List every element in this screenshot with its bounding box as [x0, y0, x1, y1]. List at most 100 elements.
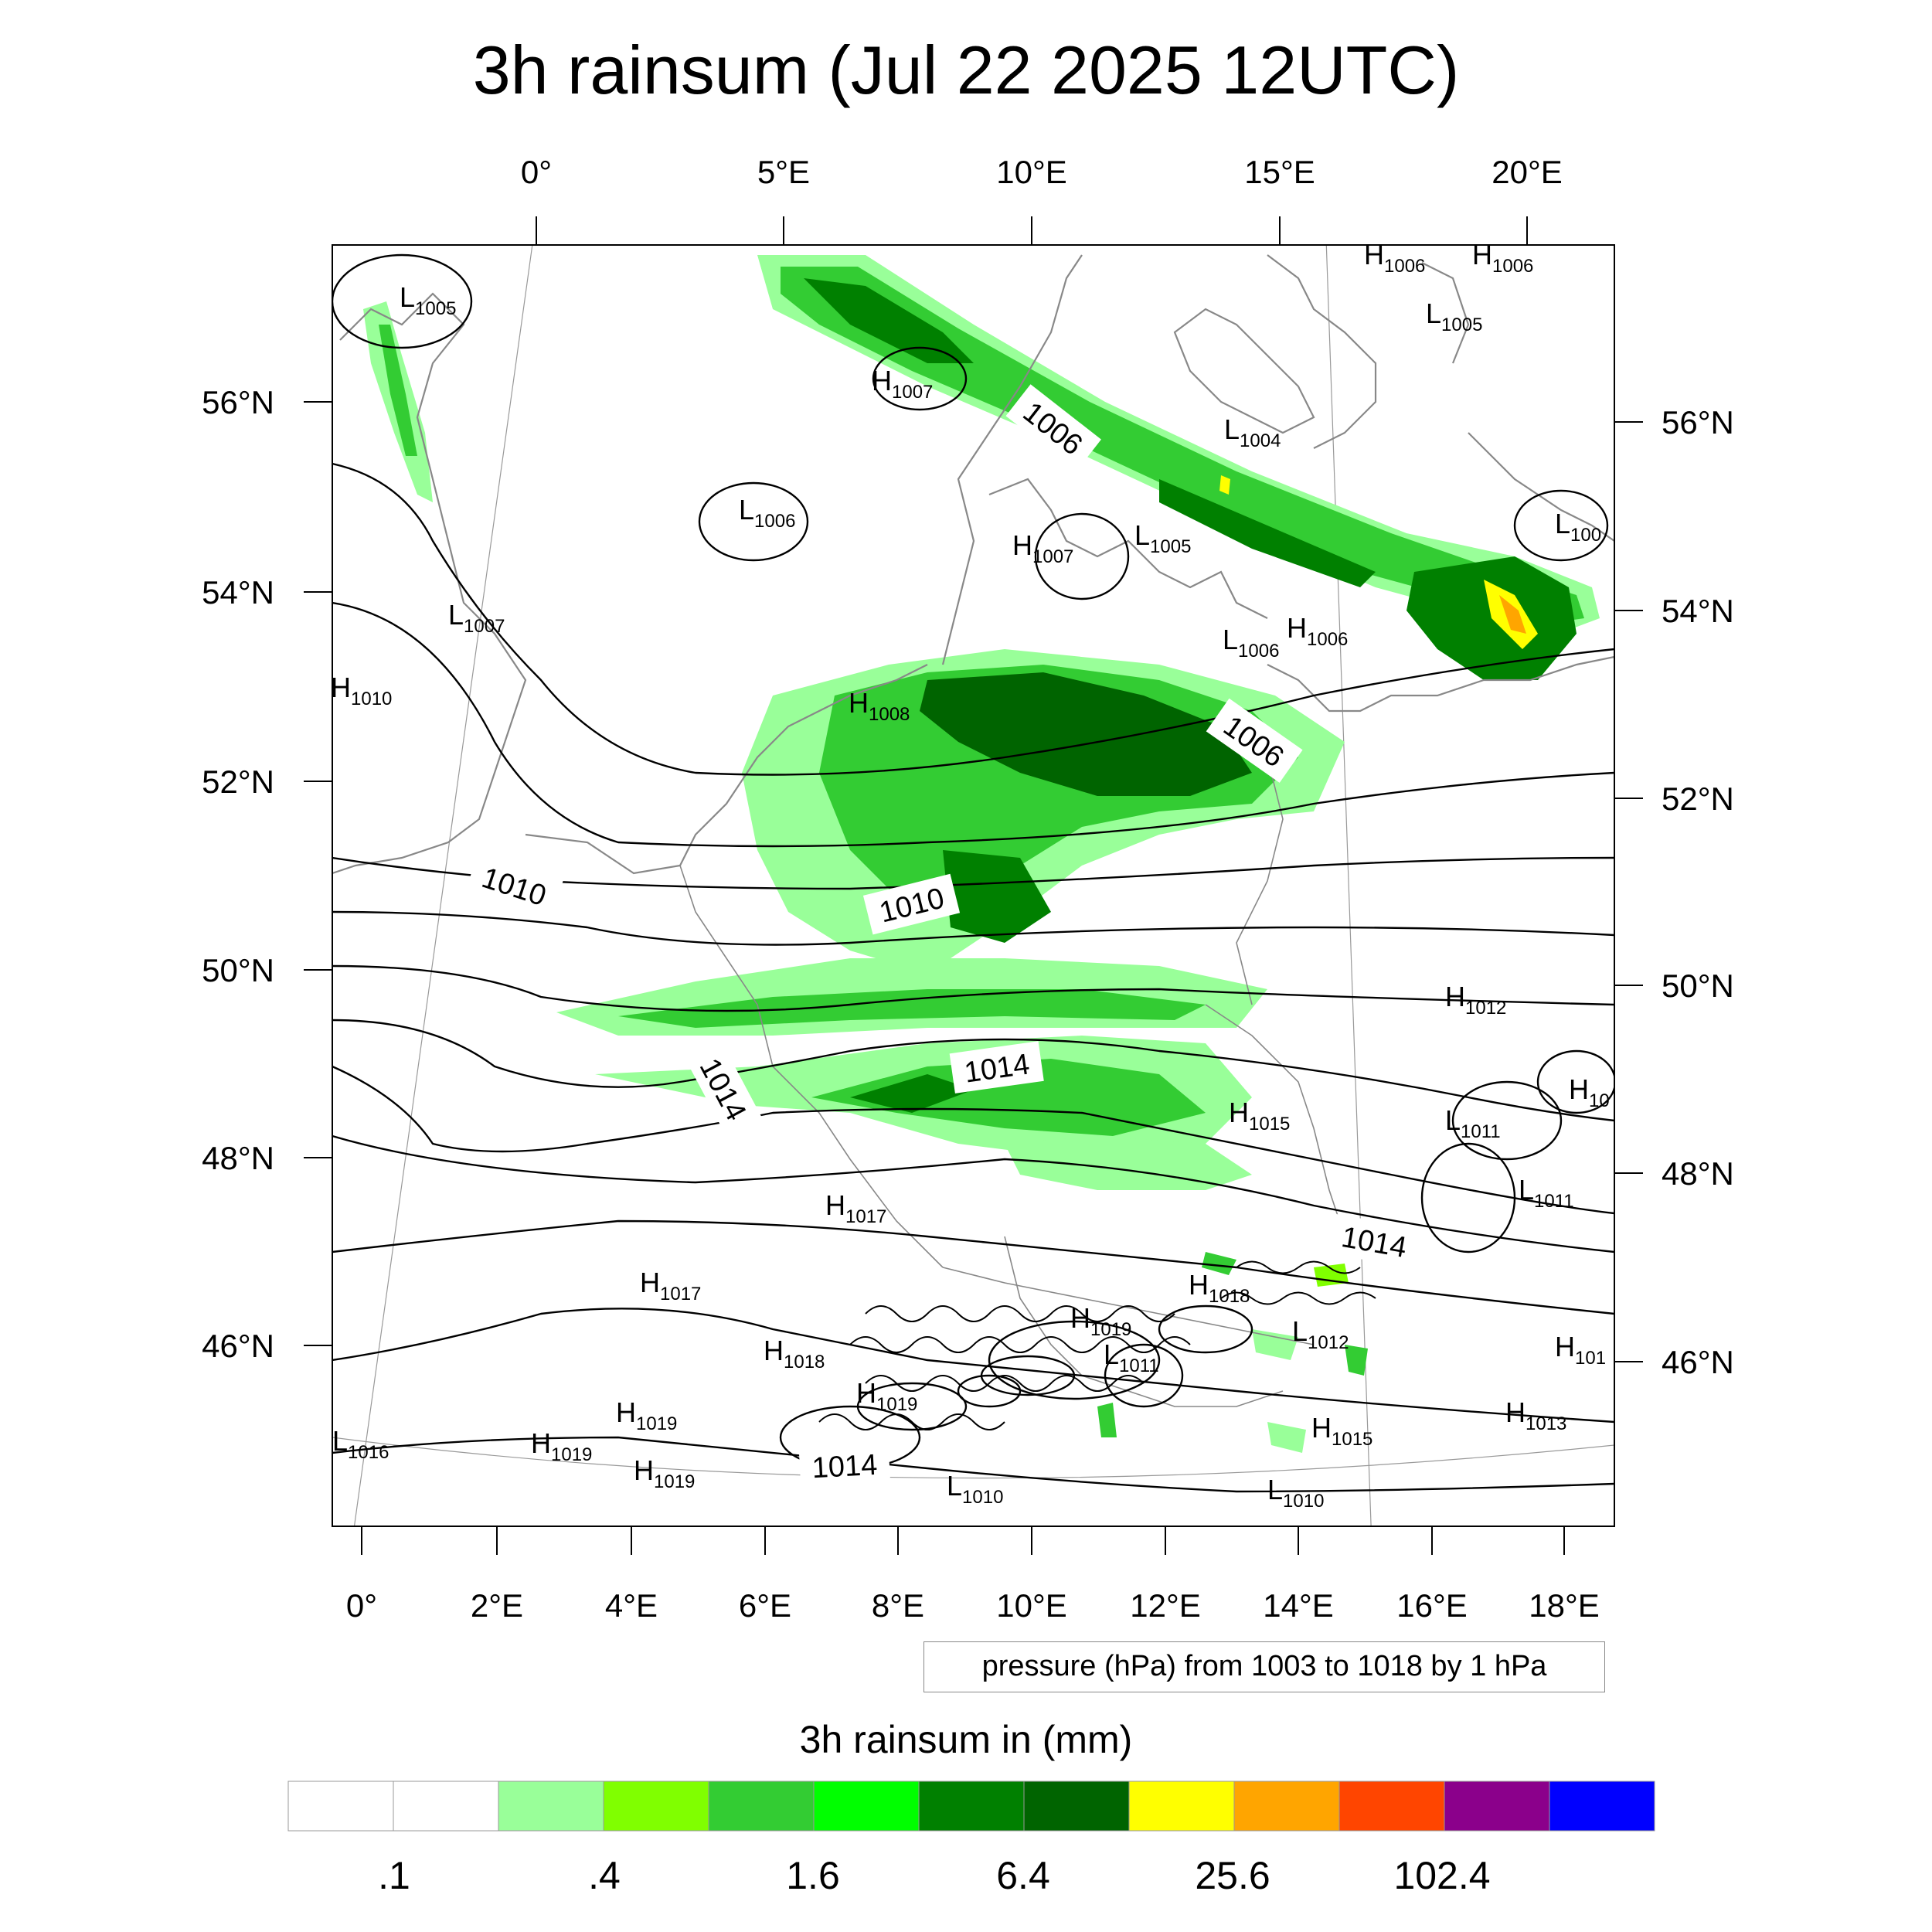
precip-band-north-core	[781, 267, 1584, 626]
pressure-center: L1005	[400, 281, 456, 319]
precip-band-north-heavy	[804, 278, 974, 363]
precip-south-band-2-core	[811, 1059, 1206, 1136]
pressure-center: H1008	[849, 687, 910, 725]
bottom-lon-label: 2°E	[471, 1587, 523, 1624]
map-frame	[332, 244, 1615, 1527]
pressure-center: H1010	[331, 672, 392, 709]
colorbar-swatch	[498, 1781, 604, 1832]
bottom-lon-label: 6°E	[739, 1587, 791, 1624]
top-lon-label: 20°E	[1492, 154, 1563, 190]
precip-south-band-1-core	[618, 989, 1206, 1028]
pressure-center: H1019	[634, 1454, 695, 1492]
bottom-lon-label: 0°	[346, 1587, 377, 1624]
pressure-center: H1017	[640, 1267, 701, 1304]
colorbar-swatch	[1549, 1781, 1655, 1832]
pressure-center: L1011	[1519, 1174, 1574, 1212]
precip-lake-yellow	[1219, 475, 1230, 495]
pressure-center: L1010	[1267, 1474, 1324, 1512]
precip-central-heavy	[920, 672, 1252, 796]
precip-alps-4	[1252, 1329, 1298, 1360]
bottom-lon-label: 18°E	[1529, 1587, 1600, 1624]
left-lat-label: 52°N	[202, 764, 274, 800]
pressure-center: L1005	[1426, 298, 1482, 335]
pressure-center: L1006	[739, 494, 795, 532]
pressure-center: H1015	[1229, 1097, 1290, 1134]
pressure-center: L1004	[1224, 413, 1281, 451]
colorbar-swatch	[1128, 1781, 1235, 1832]
right-lat-label: 56°N	[1662, 404, 1734, 440]
colorbar-swatch	[813, 1781, 920, 1832]
precip-band-north-heavy-2	[1159, 479, 1376, 587]
bottom-lon-label: 12°E	[1130, 1587, 1201, 1624]
colorbar-swatch	[1233, 1781, 1340, 1832]
left-lat-label: 48°N	[202, 1140, 274, 1176]
colorbar-swatch	[918, 1781, 1025, 1832]
left-lat-labels: 56°N 54°N 52°N 50°N 48°N 46°N	[202, 384, 274, 1364]
pressure-center: H1006	[1364, 239, 1425, 277]
pressure-center: H1006	[1472, 239, 1533, 277]
precip-alps-1	[1202, 1252, 1236, 1275]
colorbar-label: 1.6	[786, 1854, 840, 1897]
precip-south-band-3	[1005, 1136, 1252, 1190]
bottom-lon-label: 16°E	[1396, 1587, 1468, 1624]
precip-alps-2	[1314, 1264, 1349, 1287]
left-lat-label: 46°N	[202, 1328, 274, 1364]
right-lat-label: 48°N	[1662, 1155, 1734, 1192]
colorbar-title: 3h rainsum in (mm)	[799, 1718, 1133, 1761]
top-lon-label: 15°E	[1244, 154, 1315, 190]
pressure-center: H1018	[1189, 1269, 1250, 1307]
bottom-ticks	[361, 1526, 1565, 1555]
colorbar-swatch	[603, 1781, 709, 1832]
pressure-center: L1011	[1104, 1338, 1159, 1376]
precip-south-band-2-heavy	[850, 1074, 974, 1113]
pressure-center: H1017	[825, 1189, 886, 1227]
bottom-lon-label: 4°E	[605, 1587, 658, 1624]
colorbar-label: .1	[378, 1854, 410, 1897]
colorbar-swatch	[1444, 1781, 1550, 1832]
right-lat-label: 54°N	[1662, 593, 1734, 629]
bottom-lon-label: 8°E	[872, 1587, 924, 1624]
precip-britain-core	[379, 325, 417, 456]
left-ticks	[304, 401, 332, 1346]
left-lat-label: 56°N	[202, 384, 274, 420]
top-lon-label: 10°E	[996, 154, 1067, 190]
left-lat-label: 54°N	[202, 574, 274, 611]
right-lat-label: 46°N	[1662, 1344, 1734, 1380]
pressure-center: L1007	[448, 599, 505, 637]
pressure-center: H1013	[1505, 1396, 1566, 1434]
pressure-center: H1007	[872, 365, 933, 403]
pressure-center: H1018	[764, 1335, 825, 1372]
pressure-center: L1011	[1445, 1104, 1501, 1142]
colorbar-swatch	[1338, 1781, 1445, 1832]
pressure-center: H1019	[531, 1427, 592, 1465]
map-title: 3h rainsum (Jul 22 2025 12UTC)	[472, 32, 1460, 108]
pressure-centers: L1005 H1006 H1006 L1005 H1007 L1004 L100…	[331, 239, 1610, 1512]
colorbar-swatch	[1023, 1781, 1130, 1832]
pressure-center: H1007	[1012, 529, 1073, 567]
colorbar	[287, 1781, 1655, 1832]
colorbar-swatch	[287, 1781, 394, 1832]
precip-east-cluster-orange	[1499, 595, 1526, 634]
right-lat-label: 52°N	[1662, 781, 1734, 817]
alps-contours	[818, 1260, 1376, 1430]
pressure-center: L1016	[332, 1425, 389, 1463]
pressure-center: L1012	[1292, 1315, 1349, 1353]
pressure-center: H1019	[1070, 1302, 1131, 1340]
isobar-label: 1014	[811, 1449, 879, 1485]
bottom-lon-label: 10°E	[996, 1587, 1067, 1624]
contour-info-box: pressure (hPa) from 1003 to 1018 by 1 hP…	[923, 1641, 1605, 1692]
pressure-center: L100	[1555, 508, 1601, 546]
colorbar-label: 25.6	[1195, 1854, 1270, 1897]
pressure-center: H1012	[1445, 981, 1506, 1019]
pressure-center: H10	[1569, 1073, 1610, 1111]
right-ticks	[1614, 421, 1643, 1362]
pressure-center: H1006	[1287, 612, 1348, 650]
pressure-center: L1010	[947, 1470, 1003, 1508]
left-lat-label: 50°N	[202, 952, 274, 988]
pressure-center: H1019	[856, 1377, 917, 1415]
colorbar-label: 102.4	[1393, 1854, 1491, 1897]
colorbar-label: .4	[588, 1854, 621, 1897]
pressure-center: L1006	[1223, 624, 1279, 662]
precip-alps-6	[1267, 1422, 1306, 1453]
